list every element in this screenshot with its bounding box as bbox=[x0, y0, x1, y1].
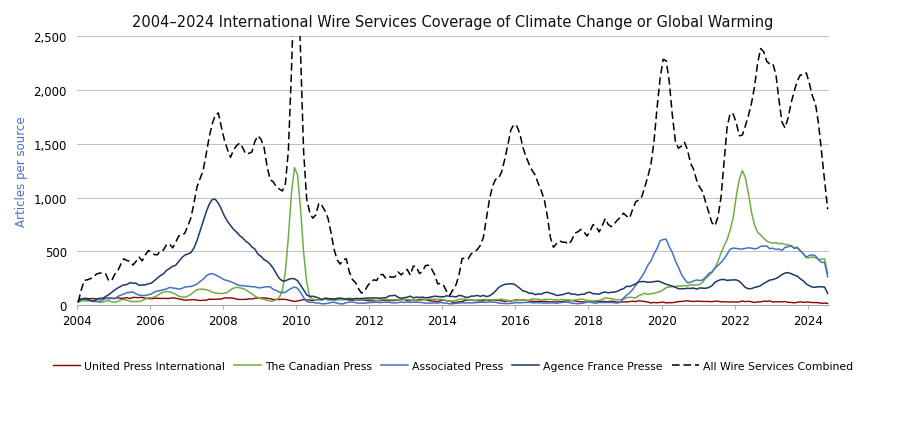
United Press International bbox=[445, 299, 455, 304]
Title: 2004–2024 International Wire Services Coverage of Climate Change or Global Warmi: 2004–2024 International Wire Services Co… bbox=[132, 15, 774, 30]
Associated Press bbox=[823, 274, 833, 279]
Associated Press bbox=[445, 302, 455, 307]
United Press International bbox=[350, 298, 361, 303]
Line: Associated Press: Associated Press bbox=[78, 240, 828, 304]
The Canadian Press bbox=[91, 299, 102, 304]
United Press International bbox=[436, 298, 446, 303]
The Canadian Press bbox=[73, 300, 84, 305]
Y-axis label: Articles per source: Articles per source bbox=[15, 116, 28, 226]
United Press International bbox=[341, 297, 352, 302]
Line: United Press International: United Press International bbox=[78, 298, 828, 304]
All Wire Services Combined bbox=[341, 256, 352, 262]
United Press International bbox=[73, 299, 84, 305]
Associated Press bbox=[661, 237, 671, 242]
Line: Agence France Presse: Agence France Presse bbox=[78, 200, 828, 302]
Agence France Presse bbox=[341, 297, 352, 302]
All Wire Services Combined bbox=[445, 293, 455, 298]
Associated Press bbox=[441, 301, 452, 306]
The Canadian Press bbox=[823, 271, 833, 276]
The Canadian Press bbox=[289, 166, 300, 171]
The Canadian Press bbox=[353, 298, 364, 303]
Legend: United Press International, The Canadian Press, Associated Press, Agence France : United Press International, The Canadian… bbox=[49, 357, 858, 375]
Agence France Presse bbox=[210, 197, 220, 202]
Line: All Wire Services Combined: All Wire Services Combined bbox=[78, 0, 828, 302]
The Canadian Press bbox=[447, 298, 458, 303]
Associated Press bbox=[73, 299, 84, 304]
United Press International bbox=[91, 297, 102, 302]
Associated Press bbox=[91, 299, 102, 305]
All Wire Services Combined bbox=[436, 281, 446, 286]
Agence France Presse bbox=[823, 291, 833, 296]
The Canadian Press bbox=[438, 298, 449, 303]
United Press International bbox=[752, 299, 763, 305]
United Press International bbox=[137, 295, 148, 300]
The Canadian Press bbox=[94, 300, 105, 305]
Agence France Presse bbox=[350, 296, 361, 301]
Associated Press bbox=[432, 301, 443, 306]
Associated Press bbox=[755, 244, 766, 249]
All Wire Services Combined bbox=[350, 280, 361, 285]
Associated Press bbox=[338, 302, 348, 307]
The Canadian Press bbox=[755, 233, 766, 238]
Associated Press bbox=[347, 300, 358, 305]
Agence France Presse bbox=[91, 297, 102, 302]
Agence France Presse bbox=[445, 294, 455, 299]
Line: The Canadian Press: The Canadian Press bbox=[78, 168, 828, 303]
Agence France Presse bbox=[752, 285, 763, 290]
United Press International bbox=[823, 301, 833, 306]
Agence France Presse bbox=[73, 299, 84, 305]
Agence France Presse bbox=[436, 294, 446, 299]
All Wire Services Combined bbox=[823, 207, 833, 213]
The Canadian Press bbox=[344, 296, 355, 301]
All Wire Services Combined bbox=[73, 299, 84, 305]
All Wire Services Combined bbox=[91, 272, 102, 277]
All Wire Services Combined bbox=[752, 62, 763, 67]
